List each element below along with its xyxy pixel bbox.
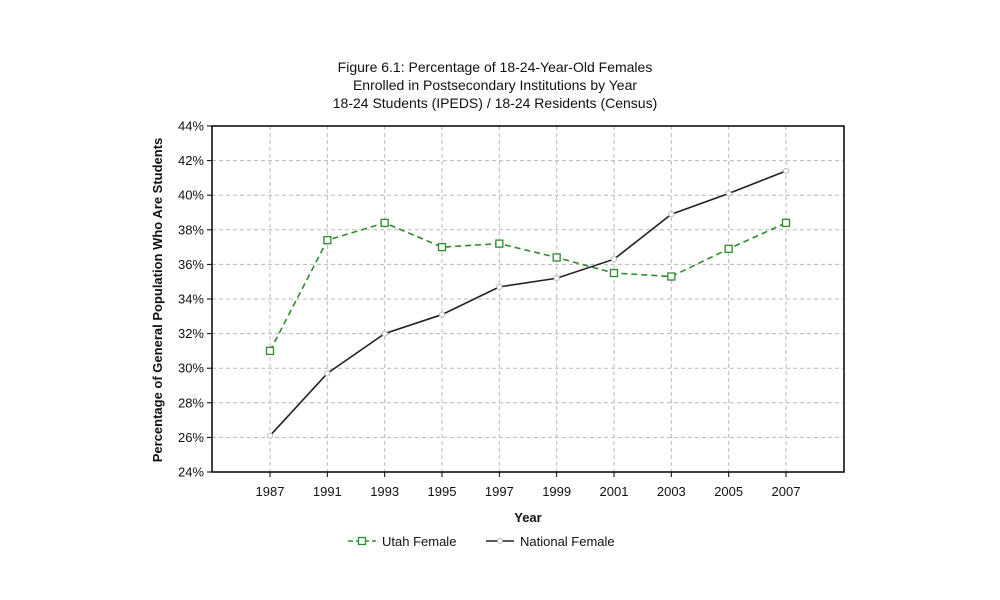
data-point xyxy=(609,268,619,278)
series-line xyxy=(269,222,787,352)
y-axis-ticks: 24% 26% 28% 30% 32% 34% 36% 38% 40% 42% 44% xyxy=(178,119,212,480)
data-point xyxy=(781,218,791,228)
data-point xyxy=(724,244,733,253)
data-point xyxy=(266,432,274,439)
y-tick-label: 40% xyxy=(178,188,204,203)
chart-title-line-3: 18-24 Students (IPEDS) / 18-24 Residents… xyxy=(333,95,658,111)
y-tick-label: 34% xyxy=(178,292,204,307)
data-point xyxy=(324,370,331,377)
data-point xyxy=(667,272,676,281)
chart-title-line-2: Enrolled in Postsecondary Institutions b… xyxy=(353,77,637,93)
x-tick-label: 1993 xyxy=(370,484,399,499)
x-tick-label: 2001 xyxy=(600,484,629,499)
data-point xyxy=(380,218,389,228)
grid xyxy=(212,126,844,472)
y-tick-label: 38% xyxy=(178,222,204,237)
data-point xyxy=(265,346,275,356)
data-point xyxy=(610,256,618,263)
series-national-female xyxy=(266,167,790,439)
x-tick-label: 1987 xyxy=(256,484,285,499)
data-point xyxy=(782,167,790,175)
x-tick-label: 1995 xyxy=(428,484,457,499)
x-tick-label: 1999 xyxy=(542,484,571,499)
data-point xyxy=(381,330,388,337)
data-point xyxy=(725,190,732,197)
legend-item: National Female xyxy=(486,534,615,549)
x-tick-label: 2003 xyxy=(657,484,686,499)
x-tick-label: 1991 xyxy=(313,484,342,499)
data-point xyxy=(553,275,560,282)
series-group xyxy=(265,167,791,439)
data-point xyxy=(552,253,561,262)
legend-swatch-marker xyxy=(497,538,503,544)
y-tick-label: 30% xyxy=(178,361,204,376)
x-tick-label: 2005 xyxy=(714,484,743,499)
x-axis-label: Year xyxy=(514,510,541,525)
series-line xyxy=(269,170,787,437)
x-tick-label: 1997 xyxy=(485,484,514,499)
x-axis-ticks: 1987 1991 1993 1995 1997 1999 2001 2003 2005 2007 xyxy=(256,472,801,499)
legend-label: National Female xyxy=(520,534,615,549)
x-tick-label: 2007 xyxy=(772,484,801,499)
y-tick-label: 32% xyxy=(178,326,204,341)
legend-swatch-marker xyxy=(357,536,367,546)
data-point xyxy=(437,242,447,252)
data-point xyxy=(668,211,675,218)
series-utah-female xyxy=(265,218,791,356)
chart-title-line-1: Figure 6.1: Percentage of 18-24-Year-Old… xyxy=(338,59,653,75)
y-axis-label: Percentage of General Population Who Are… xyxy=(150,138,165,463)
data-point xyxy=(495,239,504,248)
data-point xyxy=(323,236,332,245)
legend-item: Utah Female xyxy=(348,534,456,549)
y-tick-label: 42% xyxy=(178,153,204,168)
y-tick-label: 36% xyxy=(178,257,204,272)
data-point xyxy=(438,311,446,318)
y-tick-label: 24% xyxy=(178,465,204,480)
legend-label: Utah Female xyxy=(382,534,456,549)
data-point xyxy=(496,283,503,290)
legend: Utah Female National Female xyxy=(348,534,615,549)
y-tick-label: 44% xyxy=(178,119,204,134)
y-tick-label: 26% xyxy=(178,430,204,445)
chart-title: Figure 6.1: Percentage of 18-24-Year-Old… xyxy=(333,59,658,111)
y-tick-label: 28% xyxy=(178,395,204,410)
